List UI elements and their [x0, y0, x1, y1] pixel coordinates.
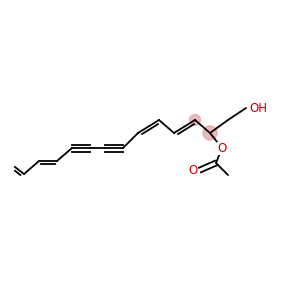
Text: OH: OH — [249, 101, 267, 115]
Circle shape — [190, 115, 200, 125]
Circle shape — [203, 126, 217, 140]
Text: O: O — [218, 142, 226, 154]
Text: O: O — [189, 164, 198, 176]
